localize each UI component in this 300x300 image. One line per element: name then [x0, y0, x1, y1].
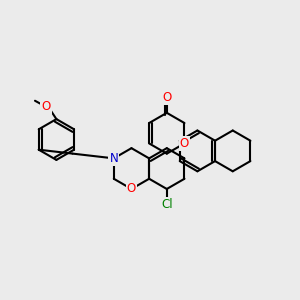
Text: O: O [127, 182, 136, 196]
Text: O: O [180, 137, 189, 150]
Text: Cl: Cl [161, 198, 172, 211]
Text: N: N [110, 152, 118, 165]
Text: O: O [42, 100, 51, 113]
Text: O: O [162, 91, 171, 104]
